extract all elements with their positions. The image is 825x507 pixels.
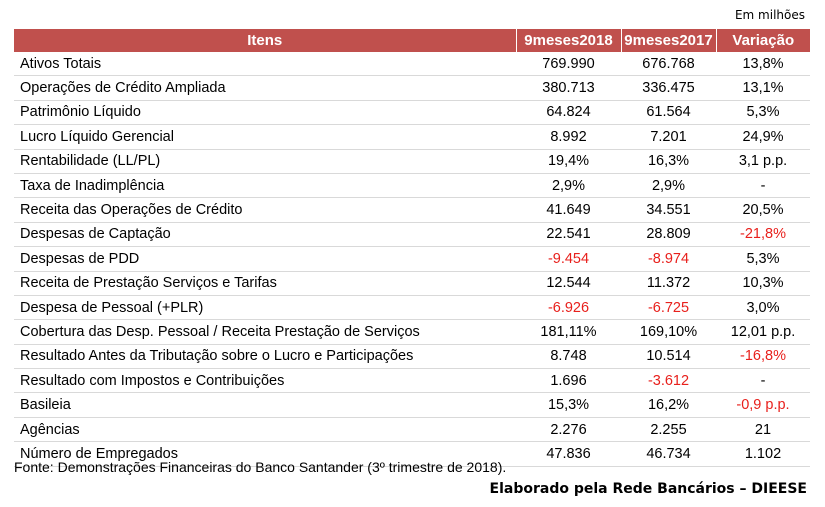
item-label: Número de Empregados: [14, 441, 516, 467]
item-label: Operações de Crédito Ampliada: [14, 75, 516, 101]
value-2017: 2.255: [621, 417, 716, 443]
item-label: Resultado com Impostos e Contribuições: [14, 368, 516, 394]
value-2017: 61.564: [621, 100, 716, 126]
item-label: Agências: [14, 417, 516, 443]
variation-value: 3,1 p.p.: [716, 149, 810, 174]
item-label: Rentabilidade (LL/PL): [14, 149, 516, 174]
value-2018: 2.276: [516, 417, 621, 443]
variation-value: 5,3%: [716, 246, 810, 272]
financial-table: Itens 9meses2018 9meses2017 Variação Ati…: [14, 29, 810, 467]
item-label: Taxa de Inadimplência: [14, 173, 516, 199]
item-label: Patrimônio Líquido: [14, 100, 516, 126]
table-row: Rentabilidade (LL/PL) 19,4% 16,3% 3,1 p.p.: [14, 149, 810, 174]
table-row: Lucro Líquido Gerencial 8.992 7.201 24,9%: [14, 124, 810, 150]
variation-value: -16,8%: [716, 344, 810, 370]
value-2018: 8.748: [516, 344, 621, 370]
value-2017: 16,2%: [621, 392, 716, 418]
value-2017: 16,3%: [621, 149, 716, 174]
variation-value: -0,9 p.p.: [716, 392, 810, 418]
value-2017: 7.201: [621, 124, 716, 150]
value-2017: 336.475: [621, 75, 716, 101]
item-label: Resultado Antes da Tributação sobre o Lu…: [14, 344, 516, 370]
item-label: Receita de Prestação Serviços e Tarifas: [14, 271, 516, 296]
credit-note: Elaborado pela Rede Bancários – DIEESE: [489, 481, 807, 497]
value-2018: 22.541: [516, 222, 621, 248]
value-2018: 47.836: [516, 441, 621, 467]
header-9meses2018: 9meses2018: [516, 29, 622, 52]
value-2018: 41.649: [516, 197, 621, 223]
value-2017: 28.809: [621, 222, 716, 248]
variation-value: 1.102: [716, 441, 810, 467]
variation-value: 5,3%: [716, 100, 810, 126]
item-label: Ativos Totais: [14, 52, 516, 77]
variation-value: 21: [716, 417, 810, 443]
variation-value: 13,1%: [716, 75, 810, 101]
item-label: Despesas de Captação: [14, 222, 516, 248]
table-row: Receita das Operações de Crédito 41.649 34…: [14, 197, 810, 223]
variation-value: -: [716, 173, 810, 199]
table-header-row: Itens 9meses2018 9meses2017 Variação: [14, 29, 810, 52]
table-row: Receita de Prestação Serviços e Tarifas 1…: [14, 271, 810, 296]
variation-value: -21,8%: [716, 222, 810, 248]
value-2018: 12.544: [516, 271, 621, 296]
table-row: Número de Empregados 47.836 46.734 1.102: [14, 441, 810, 467]
value-2018: -6.926: [516, 295, 621, 321]
variation-value: 10,3%: [716, 271, 810, 296]
value-2017: 10.514: [621, 344, 716, 370]
value-2018: 380.713: [516, 75, 621, 101]
value-2017: 169,10%: [621, 319, 716, 345]
value-2018: 769.990: [516, 52, 621, 77]
variation-value: 3,0%: [716, 295, 810, 321]
value-2017: 46.734: [621, 441, 716, 467]
item-label: Cobertura das Desp. Pessoal / Receita Pr…: [14, 319, 516, 345]
table-row: Resultado com Impostos e Contribuições 1.…: [14, 368, 810, 394]
table-row: Despesas de Captação 22.541 28.809 -21,8%: [14, 222, 810, 248]
value-2017: -3.612: [621, 368, 716, 394]
item-label: Lucro Líquido Gerencial: [14, 124, 516, 150]
value-2017: 2,9%: [621, 173, 716, 199]
variation-value: 12,01 p.p.: [716, 319, 810, 345]
item-label: Basileia: [14, 392, 516, 418]
header-9meses2017: 9meses2017: [621, 29, 717, 52]
unit-note: Em milhões: [734, 8, 805, 22]
table-row: Ativos Totais 769.990 676.768 13,8%: [14, 52, 810, 77]
table-row: Despesas de PDD -9.454 -8.974 5,3%: [14, 246, 810, 272]
table-row: Patrimônio Líquido 64.824 61.564 5,3%: [14, 100, 810, 126]
variation-value: 13,8%: [716, 52, 810, 77]
value-2018: 181,11%: [516, 319, 621, 345]
header-variacao: Variação: [716, 29, 810, 52]
value-2017: 11.372: [621, 271, 716, 296]
table-body: Ativos Totais 769.990 676.768 13,8% Operaçõe…: [14, 52, 810, 467]
table-row: Resultado Antes da Tributação sobre o Lu…: [14, 344, 810, 370]
value-2018: 19,4%: [516, 149, 621, 174]
value-2018: -9.454: [516, 246, 621, 272]
value-2017: 676.768: [621, 52, 716, 77]
value-2017: 34.551: [621, 197, 716, 223]
value-2018: 8.992: [516, 124, 621, 150]
table-row: Operações de Crédito Ampliada 380.713 336.…: [14, 75, 810, 101]
header-items: Itens: [14, 29, 517, 52]
value-2018: 2,9%: [516, 173, 621, 199]
table-row: Taxa de Inadimplência 2,9% 2,9% -: [14, 173, 810, 199]
variation-value: -: [716, 368, 810, 394]
value-2018: 15,3%: [516, 392, 621, 418]
item-label: Receita das Operações de Crédito: [14, 197, 516, 223]
variation-value: 20,5%: [716, 197, 810, 223]
value-2018: 64.824: [516, 100, 621, 126]
value-2018: 1.696: [516, 368, 621, 394]
variation-value: 24,9%: [716, 124, 810, 150]
item-label: Despesa de Pessoal (+PLR): [14, 295, 516, 321]
source-note: Fonte: Demonstrações Financeiras do Banc…: [14, 459, 507, 475]
table-row: Agências 2.276 2.255 21: [14, 417, 810, 443]
table-row: Despesa de Pessoal (+PLR) -6.926 -6.725 3,0…: [14, 295, 810, 321]
value-2017: -6.725: [621, 295, 716, 321]
item-label: Despesas de PDD: [14, 246, 516, 272]
table-row: Basileia 15,3% 16,2% -0,9 p.p.: [14, 392, 810, 418]
table-row: Cobertura das Desp. Pessoal / Receita Pr…: [14, 319, 810, 345]
value-2017: -8.974: [621, 246, 716, 272]
